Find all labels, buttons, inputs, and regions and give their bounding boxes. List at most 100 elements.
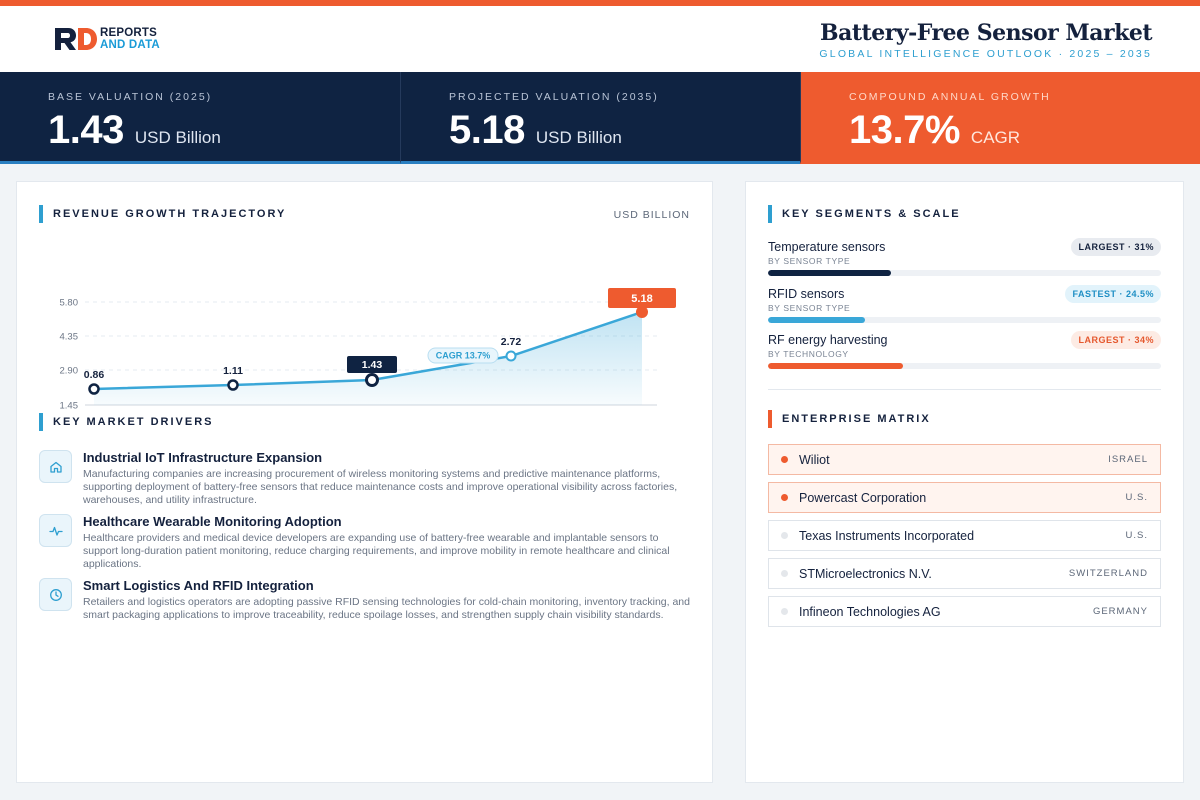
y-tick-label: 2.90 <box>60 366 79 377</box>
driver-item: Industrial IoT Infrastructure Expansion … <box>39 450 699 507</box>
segment-category: BY SENSOR TYPE <box>768 303 851 313</box>
data-point <box>505 350 517 362</box>
section-accent-bar <box>39 413 43 431</box>
company-name: STMicroelectronics N.V. <box>799 566 932 581</box>
matrix-section-title: ENTERPRISE MATRIX <box>782 413 931 425</box>
kpi-value: 13.7% <box>849 108 960 152</box>
chart-points <box>88 306 648 395</box>
data-label: 2.72 <box>501 336 522 348</box>
matrix-section-header: ENTERPRISE MATRIX <box>768 410 931 428</box>
segment-name: Temperature sensors <box>768 240 886 254</box>
company-status-dot <box>781 456 788 463</box>
driver-body: Smart Logistics And RFID Integration Ret… <box>83 578 691 622</box>
kpi-value: 5.18 <box>449 108 525 152</box>
company-status-dot <box>781 494 788 501</box>
y-tick-label: 4.35 <box>60 332 79 343</box>
kpi-label: COMPOUND ANNUAL GROWTH <box>849 91 1051 103</box>
segment-badge: LARGEST · 31% <box>1071 238 1161 256</box>
kpi-base-valuation: BASE VALUATION (2025) 1.43 USD Billion <box>0 72 400 164</box>
chart-y-axis: 5.80 4.35 2.90 1.45 <box>60 298 79 412</box>
cagr-tag-label: CAGR 13.7% <box>436 351 491 361</box>
segment-name: RF energy harvesting <box>768 333 888 347</box>
revenue-chart: 5.804.352.901.45 20212023202520302035 0.… <box>60 288 676 412</box>
segment-share-fill <box>768 363 903 369</box>
company-row[interactable]: Wiliot ISRAEL <box>768 444 1161 475</box>
page-header: REPORTS AND DATA Battery-Free Sensor Mar… <box>0 6 1200 72</box>
segments-section-header: KEY SEGMENTS & SCALE <box>768 205 961 223</box>
segment-name: RFID sensors <box>768 287 845 301</box>
section-accent-bar <box>768 410 772 428</box>
driver-item: Smart Logistics And RFID Integration Ret… <box>39 578 699 622</box>
data-point <box>88 383 100 395</box>
segment-share-fill <box>768 270 891 276</box>
data-label: 1.43 <box>362 359 383 371</box>
kpi-value: 1.43 <box>48 108 124 152</box>
data-label: 1.11 <box>223 365 243 377</box>
company-name: Texas Instruments Incorporated <box>799 528 975 543</box>
driver-title: Healthcare Wearable Monitoring Adoption <box>83 514 342 529</box>
page-title: Battery-Free Sensor Market <box>820 20 1152 46</box>
page-subtitle: GLOBAL INTELLIGENCE OUTLOOK · 2025 – 203… <box>819 48 1152 60</box>
y-tick-label: 5.80 <box>60 298 79 309</box>
segment-share-track <box>768 270 1161 276</box>
segment-item: RFID sensors BY SENSOR TYPE FASTEST · 24… <box>768 285 1161 323</box>
segment-badge: FASTEST · 24.5% <box>1065 285 1161 303</box>
kpi-unit: USD Billion <box>134 128 221 147</box>
kpi-unit: CAGR <box>970 128 1021 147</box>
chart-unit-label: USD BILLION <box>613 209 690 221</box>
section-accent-bar <box>768 205 772 223</box>
y-tick-label: 1.45 <box>60 401 79 412</box>
data-point <box>365 373 379 387</box>
kpi-label: PROJECTED VALUATION (2035) <box>449 91 659 103</box>
company-row[interactable]: Infineon Technologies AG GERMANY <box>768 596 1161 627</box>
segments-section-title: KEY SEGMENTS & SCALE <box>782 208 961 220</box>
revenue-section-header: REVENUE GROWTH TRAJECTORY <box>39 205 286 223</box>
driver-description: Healthcare providers and medical device … <box>83 532 670 570</box>
segment-category: BY SENSOR TYPE <box>768 256 851 266</box>
chart-data-labels: 0.86 1.11 1.43 2.72 5.18 <box>84 288 676 381</box>
data-label-bg <box>608 288 676 308</box>
drivers-list: Industrial IoT Infrastructure Expansion … <box>39 450 699 629</box>
driver-item: Healthcare Wearable Monitoring Adoption … <box>39 514 699 571</box>
segment-share-fill <box>768 317 866 323</box>
company-country: GERMANY <box>1092 606 1148 617</box>
company-country: U.S. <box>1125 530 1148 541</box>
cagr-tag: CAGR 13.7% <box>427 347 499 364</box>
section-divider <box>768 389 1161 390</box>
top-accent-bar <box>0 0 1200 6</box>
company-country: SWITZERLAND <box>1068 568 1148 579</box>
driver-body: Healthcare Wearable Monitoring Adoption … <box>83 514 691 571</box>
segment-item: Temperature sensors BY SENSOR TYPE LARGE… <box>768 238 1161 276</box>
logo-mark-icon <box>55 28 97 50</box>
data-point <box>636 306 648 318</box>
company-row[interactable]: Powercast Corporation U.S. <box>768 482 1161 513</box>
company-status-dot <box>781 608 788 615</box>
data-point <box>227 379 239 391</box>
company-status-dot <box>781 570 788 577</box>
logo-wordmark: REPORTS AND DATA <box>100 27 160 51</box>
kpi-cagr: COMPOUND ANNUAL GROWTH 13.7% CAGR <box>800 72 1200 164</box>
segment-item: RF energy harvesting BY TECHNOLOGY LARGE… <box>768 331 1161 369</box>
section-accent-bar <box>39 205 43 223</box>
company-country: ISRAEL <box>1108 454 1148 465</box>
brand-logo[interactable]: REPORTS AND DATA <box>54 27 160 51</box>
segments-card: KEY SEGMENTS & SCALE Temperature sensors… <box>745 181 1184 783</box>
kpi-projected-valuation: PROJECTED VALUATION (2035) 5.18 USD Bill… <box>400 72 800 164</box>
segment-category: BY TECHNOLOGY <box>768 349 849 359</box>
company-row[interactable]: Texas Instruments Incorporated U.S. <box>768 520 1161 551</box>
driver-body: Industrial IoT Infrastructure Expansion … <box>83 450 691 507</box>
company-name: Powercast Corporation <box>799 490 927 505</box>
pulse-icon <box>39 514 72 547</box>
company-name: Infineon Technologies AG <box>799 604 941 619</box>
data-label: 0.86 <box>84 369 105 381</box>
revenue-card: REVENUE GROWTH TRAJECTORY USD BILLION 5.… <box>16 181 713 783</box>
driver-title: Smart Logistics And RFID Integration <box>83 578 314 593</box>
kpi-strip: BASE VALUATION (2025) 1.43 USD Billion P… <box>0 72 1200 164</box>
logo-line-1: REPORTS <box>100 27 157 39</box>
segment-share-track <box>768 363 1161 369</box>
segment-share-track <box>768 317 1161 323</box>
driver-title: Industrial IoT Infrastructure Expansion <box>83 450 323 465</box>
company-row[interactable]: STMicroelectronics N.V. SWITZERLAND <box>768 558 1161 589</box>
kpi-value-group: 13.7% CAGR <box>849 108 1020 153</box>
company-status-dot <box>781 532 788 539</box>
